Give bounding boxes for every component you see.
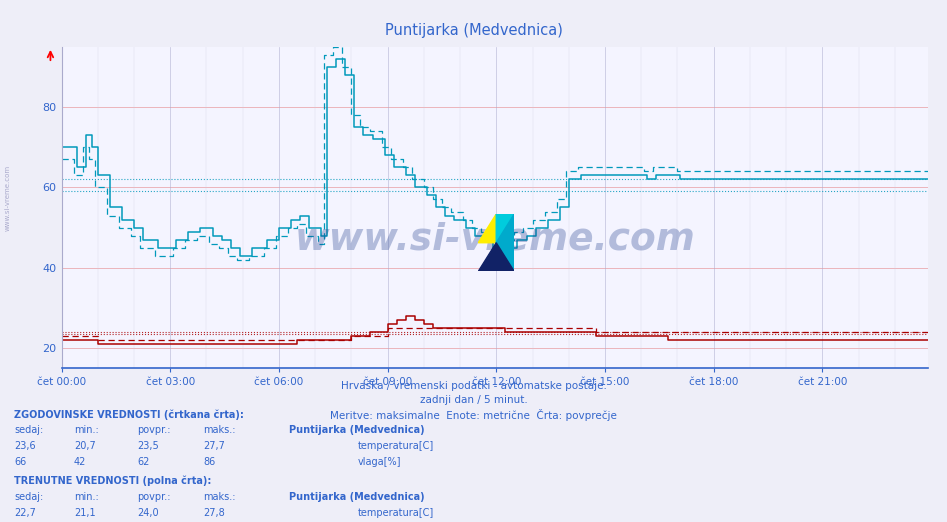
Text: 24,0: 24,0 [137,508,159,518]
Text: 86: 86 [204,457,216,467]
Text: temperatura[C]: temperatura[C] [358,441,435,451]
Text: 20,7: 20,7 [74,441,96,451]
Text: Meritve: maksimalne  Enote: metrične  Črta: povprečje: Meritve: maksimalne Enote: metrične Črta… [331,409,616,421]
Text: temperatura[C]: temperatura[C] [358,508,435,518]
Text: 42: 42 [74,457,86,467]
Polygon shape [496,214,514,243]
Polygon shape [496,214,514,271]
Text: 22,7: 22,7 [14,508,36,518]
Text: Puntijarka (Medvednica): Puntijarka (Medvednica) [289,425,424,435]
Text: povpr.:: povpr.: [137,492,170,502]
Text: sedaj:: sedaj: [14,492,44,502]
Text: maks.:: maks.: [204,425,236,435]
Text: 21,1: 21,1 [74,508,96,518]
Text: 62: 62 [137,457,150,467]
Text: zadnji dan / 5 minut.: zadnji dan / 5 minut. [420,395,527,405]
Text: Puntijarka (Medvednica): Puntijarka (Medvednica) [384,23,563,39]
Text: vlaga[%]: vlaga[%] [358,457,402,467]
Text: Hrvaška / vremenski podatki - avtomatske postaje.: Hrvaška / vremenski podatki - avtomatske… [341,380,606,390]
Text: www.si-vreme.com: www.si-vreme.com [5,165,10,231]
Text: ZGODOVINSKE VREDNOSTI (črtkana črta):: ZGODOVINSKE VREDNOSTI (črtkana črta): [14,409,244,420]
Polygon shape [478,243,514,271]
Text: min.:: min.: [74,492,98,502]
Text: Puntijarka (Medvednica): Puntijarka (Medvednica) [289,492,424,502]
Polygon shape [478,214,496,243]
Text: 23,5: 23,5 [137,441,159,451]
Text: min.:: min.: [74,425,98,435]
Text: maks.:: maks.: [204,492,236,502]
Text: povpr.:: povpr.: [137,425,170,435]
Text: www.si-vreme.com: www.si-vreme.com [295,222,695,257]
Text: TRENUTNE VREDNOSTI (polna črta):: TRENUTNE VREDNOSTI (polna črta): [14,476,211,487]
Text: 66: 66 [14,457,27,467]
Text: 27,8: 27,8 [204,508,225,518]
Text: 23,6: 23,6 [14,441,36,451]
Text: 27,7: 27,7 [204,441,225,451]
Text: sedaj:: sedaj: [14,425,44,435]
